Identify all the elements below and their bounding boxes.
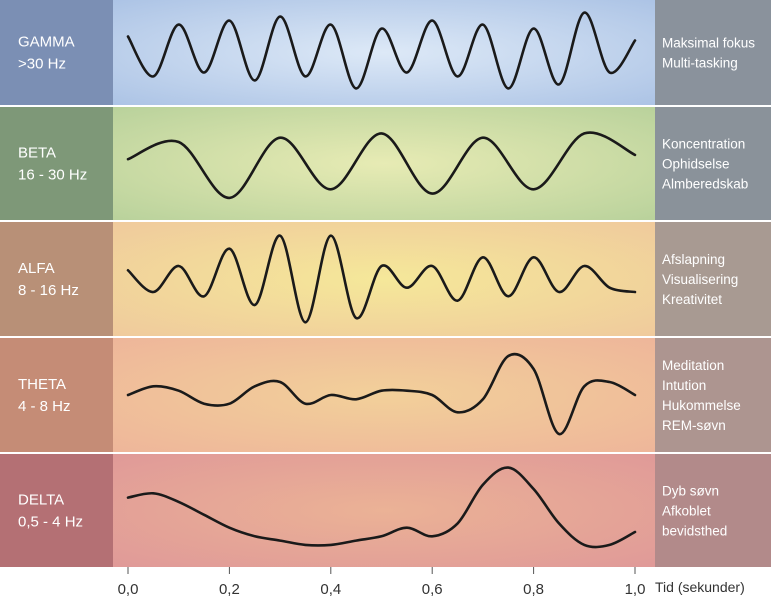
band-plot-panel [113,222,655,336]
band-effect-delta: Afkoblet [662,504,711,519]
x-tick-label: 0,4 [320,581,341,598]
band-effect-alfa: Visualisering [662,272,738,287]
band-range-beta: 16 - 30 Hz [18,167,87,184]
band-effect-theta: REM-søvn [662,418,726,433]
waves-layer [126,11,637,549]
wave-gamma [126,11,637,90]
x-tick-label: 0,6 [422,581,443,598]
band-separator [0,336,771,338]
band-plot-panel [113,107,655,220]
band-range-delta: 0,5 - 4 Hz [18,514,83,531]
band-effect-beta: Ophidselse [662,157,730,172]
bands-layer: GAMMA >30 Hz Maksimal fokus Multi-tasking BE… [0,0,771,567]
x-tick-label: 1,0 [625,581,646,598]
wave-delta [126,466,637,549]
band-effect-alfa: Afslapning [662,252,725,267]
band-name-beta: BETA [18,145,56,162]
band-gamma: GAMMA >30 Hz Maksimal fokus Multi-tasking [0,0,771,105]
band-plot-panel [113,454,655,567]
band-effect-gamma: Multi-tasking [662,56,738,71]
band-separator [0,452,771,454]
band-alfa: ALFA 8 - 16 Hz Afslapning Visualisering Krea… [0,222,771,336]
band-name-gamma: GAMMA [18,34,75,51]
band-theta: THETA 4 - 8 Hz Meditation Intution Hukommels… [0,338,771,452]
x-axis: 0,0 0,2 0,4 0,6 0,8 1,0 [118,567,646,598]
wave-theta [126,352,637,436]
band-label-panel [0,338,113,452]
band-effect-beta: Koncentration [662,137,745,152]
wave-beta [126,131,637,200]
band-effect-panel [655,0,771,105]
band-range-alfa: 8 - 16 Hz [18,282,79,299]
band-effect-panel [655,107,771,220]
band-separator [0,105,771,107]
x-axis-label: Tid (sekunder) [655,579,745,595]
wave-alfa [126,234,637,324]
band-name-delta: DELTA [18,492,64,509]
band-effect-gamma: Maksimal fokus [662,36,755,51]
band-range-theta: 4 - 8 Hz [18,398,71,415]
band-name-alfa: ALFA [18,260,55,277]
band-effect-delta: Dyb søvn [662,484,719,499]
band-effect-delta: bevidsthed [662,524,727,539]
band-plot-panel [113,0,655,105]
x-tick-label: 0,0 [118,581,139,598]
band-plot-panel [113,338,655,452]
band-effect-panel [655,338,771,452]
band-effect-theta: Meditation [662,358,724,373]
band-name-theta: THETA [18,376,66,393]
band-delta: DELTA 0,5 - 4 Hz Dyb søvn Afkoblet bevidsthe… [0,454,771,567]
band-label-panel [0,454,113,567]
x-tick-label: 0,8 [523,581,544,598]
band-effect-panel [655,454,771,567]
band-label-panel [0,222,113,336]
x-tick-label: 0,2 [219,581,240,598]
band-effect-theta: Intution [662,378,706,393]
band-label-panel [0,107,113,220]
band-effect-theta: Hukommelse [662,398,741,413]
band-effect-beta: Almberedskab [662,177,748,192]
band-label-panel [0,0,113,105]
band-effect-panel [655,222,771,336]
band-effect-alfa: Kreativitet [662,292,722,307]
band-range-gamma: >30 Hz [18,56,66,73]
band-separator [0,220,771,222]
band-beta: BETA 16 - 30 Hz Koncentration Ophidselse Alm… [0,107,771,220]
